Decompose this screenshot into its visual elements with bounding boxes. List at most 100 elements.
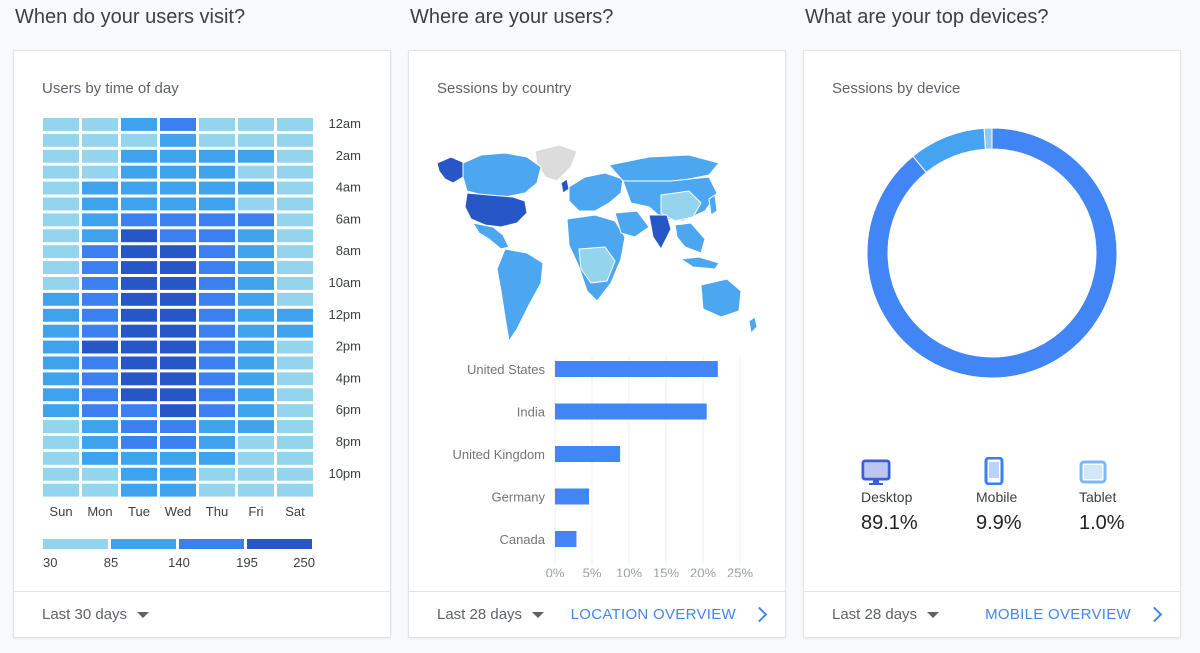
heatmap-cell[interactable] xyxy=(238,245,274,259)
heatmap-cell[interactable] xyxy=(121,451,157,465)
heatmap-cell[interactable] xyxy=(82,420,118,433)
heatmap-cell[interactable] xyxy=(277,213,313,227)
heatmap-cell[interactable] xyxy=(199,483,235,497)
heatmap-cell[interactable] xyxy=(160,118,196,131)
heatmap-cell[interactable] xyxy=(238,372,274,386)
heatmap-cell[interactable] xyxy=(82,277,118,290)
heatmap-cell[interactable] xyxy=(160,245,196,259)
heatmap-cell[interactable] xyxy=(43,133,79,147)
heatmap-cell[interactable] xyxy=(82,324,118,338)
heatmap-cell[interactable] xyxy=(43,197,79,211)
heatmap-cell[interactable] xyxy=(43,483,79,497)
heatmap-cell[interactable] xyxy=(238,229,274,243)
heatmap-cell[interactable] xyxy=(82,245,118,259)
heatmap-cell[interactable] xyxy=(277,388,313,402)
heatmap-cell[interactable] xyxy=(160,420,196,433)
date-range-dropdown[interactable]: Last 28 days xyxy=(437,606,545,623)
heatmap-cell[interactable] xyxy=(277,356,313,370)
heatmap-cell[interactable] xyxy=(43,149,79,163)
heatmap-cell[interactable] xyxy=(199,436,235,449)
heatmap-cell[interactable] xyxy=(199,372,235,386)
heatmap-cell[interactable] xyxy=(199,181,235,195)
heatmap-cell[interactable] xyxy=(238,149,274,163)
heatmap-cell[interactable] xyxy=(199,118,235,131)
heatmap-cell[interactable] xyxy=(277,149,313,163)
heatmap-cell[interactable] xyxy=(121,261,157,274)
heatmap-cell[interactable] xyxy=(43,213,79,227)
country-bar[interactable] xyxy=(555,531,577,547)
heatmap-cell[interactable] xyxy=(160,467,196,481)
heatmap-cell[interactable] xyxy=(199,467,235,481)
heatmap-cell[interactable] xyxy=(43,467,79,481)
heatmap-cell[interactable] xyxy=(160,213,196,227)
heatmap-cell[interactable] xyxy=(238,197,274,211)
heatmap-cell[interactable] xyxy=(160,308,196,322)
heatmap-cell[interactable] xyxy=(277,340,313,354)
heatmap-cell[interactable] xyxy=(121,181,157,195)
heatmap-cell[interactable] xyxy=(43,292,79,306)
heatmap-cell[interactable] xyxy=(238,388,274,402)
country-bar[interactable] xyxy=(555,446,621,462)
heatmap-cell[interactable] xyxy=(160,340,196,354)
heatmap-cell[interactable] xyxy=(43,308,79,322)
heatmap-cell[interactable] xyxy=(160,292,196,306)
heatmap-cell[interactable] xyxy=(277,467,313,481)
heatmap-cell[interactable] xyxy=(199,133,235,147)
heatmap-cell[interactable] xyxy=(43,165,79,179)
heatmap-cell[interactable] xyxy=(43,420,79,433)
heatmap-cell[interactable] xyxy=(199,245,235,259)
heatmap-cell[interactable] xyxy=(82,372,118,386)
heatmap-cell[interactable] xyxy=(82,451,118,465)
heatmap-cell[interactable] xyxy=(121,292,157,306)
heatmap-cell[interactable] xyxy=(277,229,313,243)
heatmap-cell[interactable] xyxy=(160,165,196,179)
heatmap-cell[interactable] xyxy=(277,261,313,274)
heatmap-cell[interactable] xyxy=(82,181,118,195)
date-range-dropdown[interactable]: Last 28 days xyxy=(832,606,940,623)
heatmap-cell[interactable] xyxy=(43,372,79,386)
heatmap-cell[interactable] xyxy=(238,165,274,179)
heatmap-cell[interactable] xyxy=(277,165,313,179)
heatmap-cell[interactable] xyxy=(199,324,235,338)
heatmap-cell[interactable] xyxy=(82,308,118,322)
heatmap-cell[interactable] xyxy=(199,213,235,227)
heatmap-cell[interactable] xyxy=(277,308,313,322)
heatmap-cell[interactable] xyxy=(43,404,79,418)
heatmap-cell[interactable] xyxy=(277,372,313,386)
heatmap-cell[interactable] xyxy=(277,197,313,211)
heatmap-cell[interactable] xyxy=(277,483,313,497)
country-bar[interactable] xyxy=(555,361,718,377)
heatmap-cell[interactable] xyxy=(43,324,79,338)
heatmap-cell[interactable] xyxy=(121,308,157,322)
heatmap-cell[interactable] xyxy=(82,436,118,449)
heatmap-cell[interactable] xyxy=(121,388,157,402)
heatmap-cell[interactable] xyxy=(43,261,79,274)
heatmap-cell[interactable] xyxy=(43,277,79,290)
heatmap-cell[interactable] xyxy=(160,404,196,418)
heatmap-cell[interactable] xyxy=(121,467,157,481)
heatmap-cell[interactable] xyxy=(160,229,196,243)
heatmap-cell[interactable] xyxy=(43,388,79,402)
heatmap-cell[interactable] xyxy=(43,118,79,131)
heatmap-cell[interactable] xyxy=(82,340,118,354)
heatmap-cell[interactable] xyxy=(160,133,196,147)
heatmap-cell[interactable] xyxy=(160,261,196,274)
heatmap-cell[interactable] xyxy=(82,229,118,243)
heatmap-cell[interactable] xyxy=(121,213,157,227)
heatmap-cell[interactable] xyxy=(199,165,235,179)
heatmap-cell[interactable] xyxy=(121,356,157,370)
heatmap-cell[interactable] xyxy=(238,340,274,354)
heatmap-cell[interactable] xyxy=(199,277,235,290)
heatmap-cell[interactable] xyxy=(199,261,235,274)
heatmap-cell[interactable] xyxy=(121,372,157,386)
heatmap-cell[interactable] xyxy=(43,356,79,370)
heatmap-cell[interactable] xyxy=(82,261,118,274)
heatmap-cell[interactable] xyxy=(82,213,118,227)
heatmap-cell[interactable] xyxy=(238,308,274,322)
heatmap-cell[interactable] xyxy=(82,356,118,370)
heatmap-cell[interactable] xyxy=(238,213,274,227)
heatmap-cell[interactable] xyxy=(199,420,235,433)
heatmap-cell[interactable] xyxy=(160,356,196,370)
heatmap-cell[interactable] xyxy=(199,356,235,370)
heatmap-cell[interactable] xyxy=(199,308,235,322)
